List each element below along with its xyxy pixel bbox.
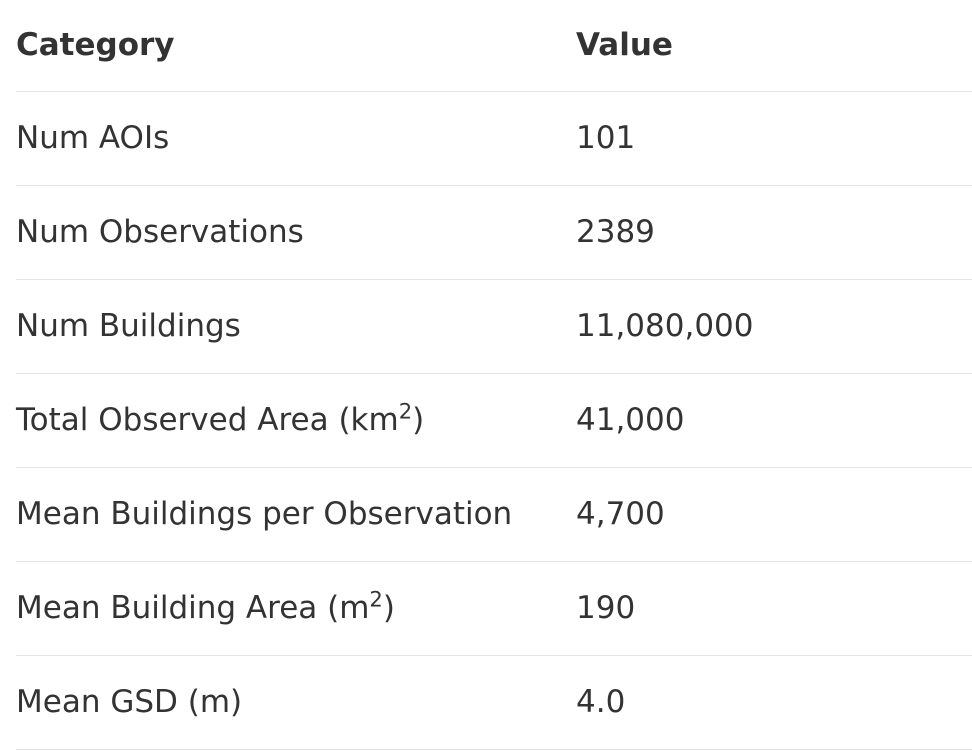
value-cell: 4,700 [576,467,972,562]
category-cell: Num AOIs [16,91,576,186]
value-cell: 41,000 [576,373,972,468]
superscript: 2 [398,398,413,424]
category-cell: Total Observed Area (km2) [16,373,576,468]
category-cell: Num Observations [16,185,576,280]
category-cell: Mean GSD (m) [16,655,576,750]
column-header-value: Value [576,0,972,92]
table-row: Num AOIs 101 [16,91,972,186]
table-row: Total Observed Area (km2) 41,000 [16,373,972,468]
category-text: Mean Building Area (m [16,590,370,626]
value-cell: 101 [576,91,972,186]
table-row: Num Observations 2389 [16,185,972,280]
statistics-table: Category Value Num AOIs 101 Num Observat… [16,0,972,750]
category-suffix: ) [412,402,425,438]
table-row: Num Buildings 11,080,000 [16,279,972,374]
category-suffix: ) [382,590,395,626]
column-header-category: Category [16,0,576,92]
value-cell: 190 [576,561,972,656]
category-cell: Mean Building Area (m2) [16,561,576,656]
table-row: Mean GSD (m) 4.0 [16,655,972,750]
value-cell: 11,080,000 [576,279,972,374]
table-header: Category Value [16,0,972,92]
header-row: Category Value [16,0,972,92]
category-text: Total Observed Area (km [16,402,399,438]
value-cell: 4.0 [576,655,972,750]
category-cell: Num Buildings [16,279,576,374]
category-cell: Mean Buildings per Observation [16,467,576,562]
table-body: Num AOIs 101 Num Observations 2389 Num B… [16,91,972,750]
value-cell: 2389 [576,185,972,280]
table-row: Mean Buildings per Observation 4,700 [16,467,972,562]
table-row: Mean Building Area (m2) 190 [16,561,972,656]
superscript: 2 [369,586,383,612]
